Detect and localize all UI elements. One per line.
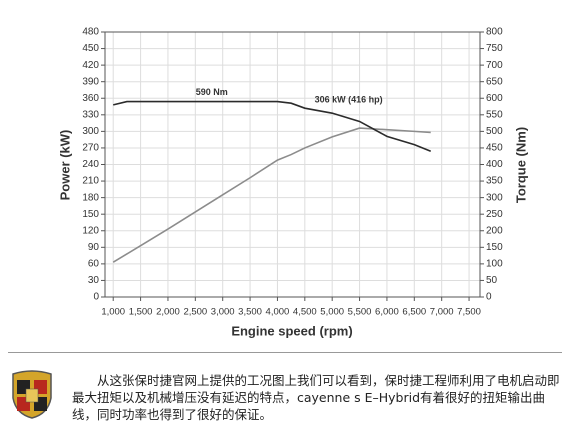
y-tick-label: 420 [82, 60, 99, 71]
y-tick-label: 210 [82, 176, 99, 187]
y-tick-label: 150 [82, 209, 99, 220]
y-tick-label: 390 [82, 76, 99, 87]
y2-tick-label: 550 [486, 109, 503, 120]
y2-tick-label: 600 [486, 93, 503, 104]
y-tick-label: 30 [88, 275, 100, 286]
y2-tick-label: 100 [486, 259, 503, 270]
y-tick-label: 300 [82, 126, 99, 137]
y2-tick-label: 250 [486, 209, 503, 220]
x-tick-label: 7,500 [457, 307, 481, 318]
x-tick-label: 5,000 [320, 307, 344, 318]
y2-tick-label: 450 [486, 143, 503, 154]
y2-tick-label: 400 [486, 159, 503, 170]
y2-tick-label: 500 [486, 126, 503, 137]
y-tick-label: 240 [82, 159, 99, 170]
y2-tick-label: 50 [486, 275, 498, 286]
logo [12, 370, 52, 419]
y2-tick-label: 300 [486, 192, 503, 203]
y2-tick-label: 650 [486, 76, 503, 87]
y-tick-label: 90 [88, 242, 100, 253]
line-torque [113, 100, 432, 152]
y-tick-label: 480 [82, 27, 99, 38]
x-axis-label: Engine speed (rpm) [231, 323, 352, 338]
x-tick-label: 6,000 [375, 307, 399, 318]
x-tick-label: 2,500 [183, 307, 207, 318]
x-tick-label: 3,000 [211, 307, 235, 318]
y-tick-label: 330 [82, 109, 99, 120]
y-tick-label: 60 [88, 259, 100, 270]
x-tick-label: 5,500 [348, 307, 372, 318]
x-tick-label: 1,500 [129, 307, 153, 318]
y-tick-label: 270 [82, 143, 99, 154]
y-tick-label: 360 [82, 93, 99, 104]
x-tick-label: 4,500 [293, 307, 317, 318]
y-tick-label: 120 [82, 225, 99, 236]
caption: 从这张保时捷官网上提供的工况图上我们可以看到，保时捷工程师利用了电机启动即最大扭… [72, 373, 560, 422]
x-tick-label: 7,000 [430, 307, 454, 318]
y2-tick-label: 700 [486, 60, 503, 71]
annotation: 590 Nm [196, 87, 228, 97]
x-tick-label: 2,000 [156, 307, 180, 318]
y-tick-label: 450 [82, 43, 99, 54]
y2-tick-label: 200 [486, 225, 503, 236]
y-tick-label: 180 [82, 192, 99, 203]
y2-tick-label: 800 [486, 27, 503, 38]
x-tick-label: 1,000 [101, 307, 125, 318]
x-tick-label: 6,500 [402, 307, 426, 318]
y-tick-label: 0 [93, 292, 99, 303]
annotation: 306 kW (416 hp) [315, 94, 383, 104]
line-power [112, 127, 431, 263]
chart: Power (kW) Torque (Nm) Engine speed (rpm… [57, 27, 528, 339]
y2-tick-label: 0 [486, 292, 492, 303]
y2-tick-label: 150 [486, 242, 503, 253]
separator [8, 352, 562, 353]
plot-frame [104, 31, 481, 298]
x-tick-label: 4,000 [266, 307, 290, 318]
x-tick-label: 3,500 [238, 307, 262, 318]
y-axis-label: Power (kW) [57, 130, 72, 201]
y2-axis-label: Torque (Nm) [513, 127, 528, 203]
y2-tick-label: 350 [486, 176, 503, 187]
y2-tick-label: 750 [486, 43, 503, 54]
